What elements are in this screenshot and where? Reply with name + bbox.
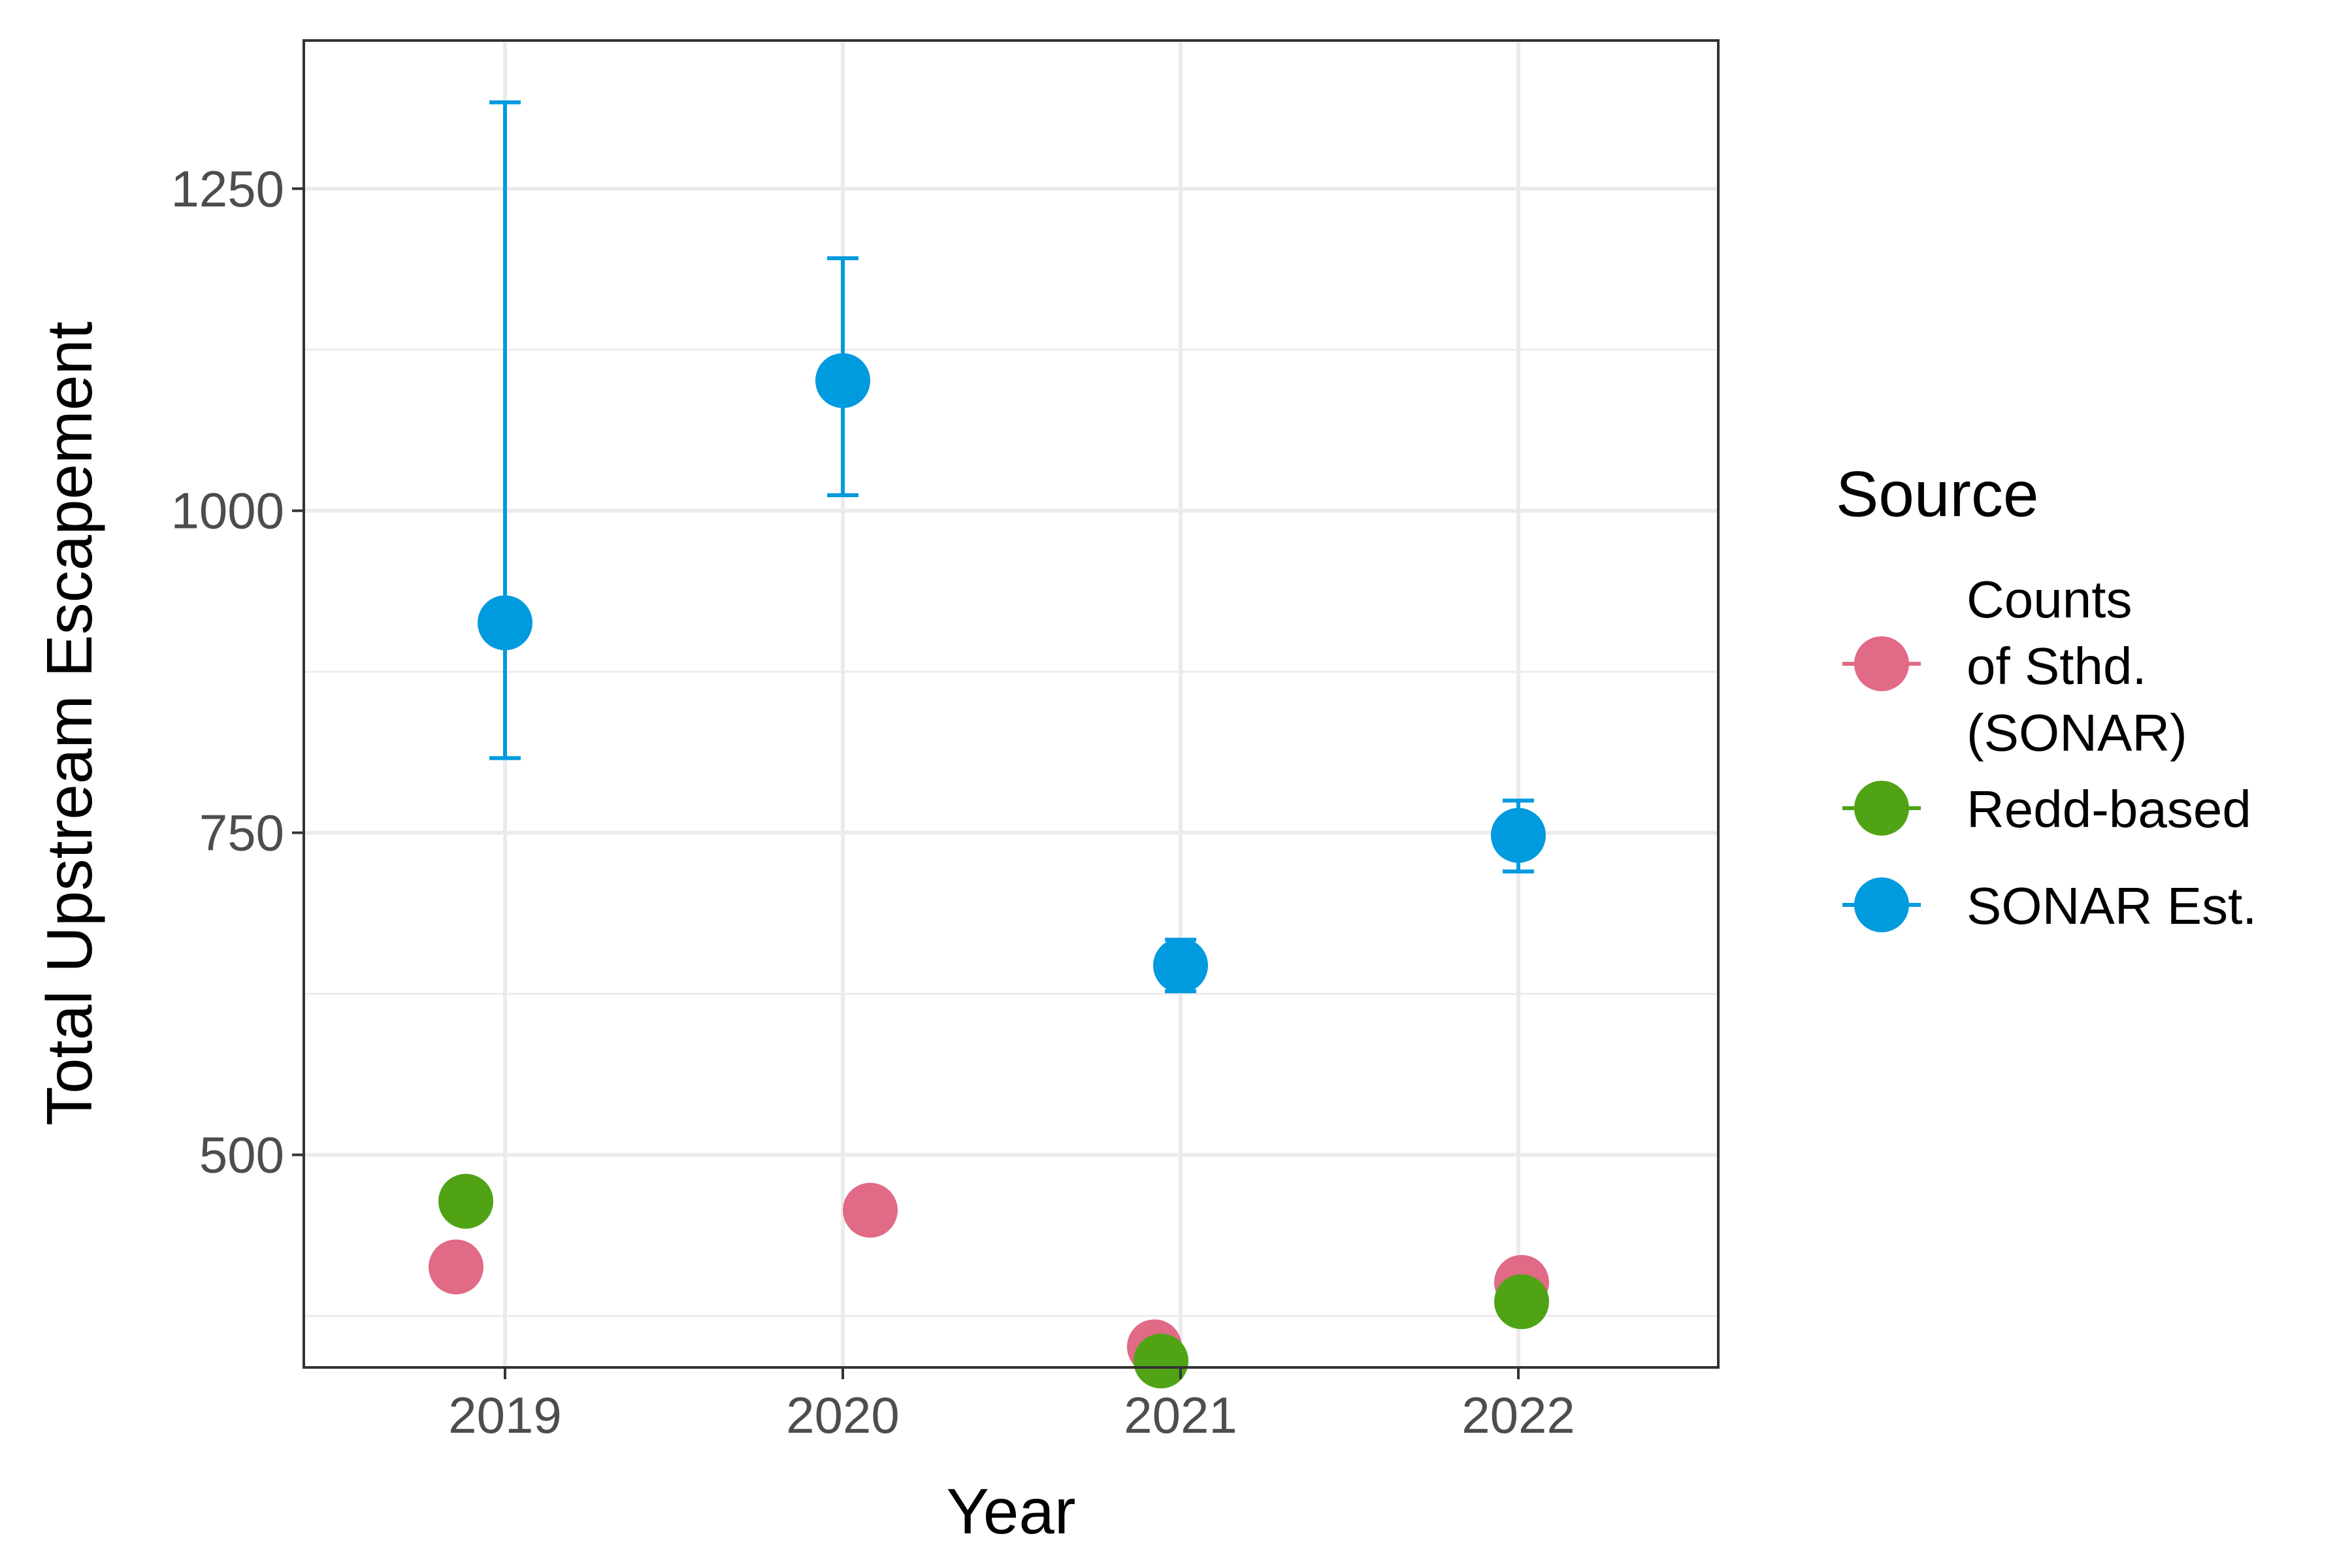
legend: Source Counts of Sthd. (SONAR) Redd-based SO…	[1836, 458, 2257, 935]
data-point	[478, 595, 532, 651]
legend-key-point	[1854, 781, 1909, 836]
legend-label-line: SONAR Est.	[1967, 877, 2257, 935]
legend-title: Source	[1836, 458, 2039, 530]
legend-label: Redd-based	[1967, 780, 2251, 838]
legend-key-point	[1854, 636, 1909, 691]
legend-label: Counts of Sthd. (SONAR)	[1967, 570, 2187, 762]
legend-label-line: (SONAR)	[1967, 704, 2187, 762]
legend-label-line: Redd-based	[1967, 780, 2251, 838]
axes: 500 750 1000 1250 2019 2020 2021 2022	[171, 160, 1575, 1444]
plot-panel-border	[302, 39, 1720, 1369]
data-point	[843, 1183, 898, 1238]
x-tick-label: 2021	[1124, 1386, 1237, 1444]
x-axis-title: Year	[946, 1475, 1075, 1547]
y-tick-label: 750	[199, 804, 284, 862]
data-point	[815, 353, 870, 408]
data-points	[429, 353, 1549, 1389]
x-tick-label: 2019	[448, 1386, 562, 1444]
y-tick-label: 500	[199, 1126, 284, 1184]
data-point	[1153, 938, 1208, 993]
data-point	[1491, 808, 1546, 863]
legend-label-line: Counts	[1967, 570, 2132, 629]
legend-label-line: of Sthd.	[1967, 637, 2147, 695]
x-tick-label: 2022	[1462, 1386, 1575, 1444]
y-tick-label: 1000	[171, 482, 284, 540]
data-point	[1134, 1333, 1188, 1389]
data-point	[1494, 1274, 1549, 1330]
y-tick-label: 1250	[171, 160, 284, 218]
data-point	[429, 1239, 483, 1295]
legend-label: SONAR Est.	[1967, 877, 2257, 935]
legend-key-point	[1854, 877, 1909, 932]
x-tick-label: 2020	[786, 1386, 900, 1444]
y-axis-title: Total Upstream Escapement	[33, 321, 105, 1126]
data-point	[438, 1173, 493, 1229]
